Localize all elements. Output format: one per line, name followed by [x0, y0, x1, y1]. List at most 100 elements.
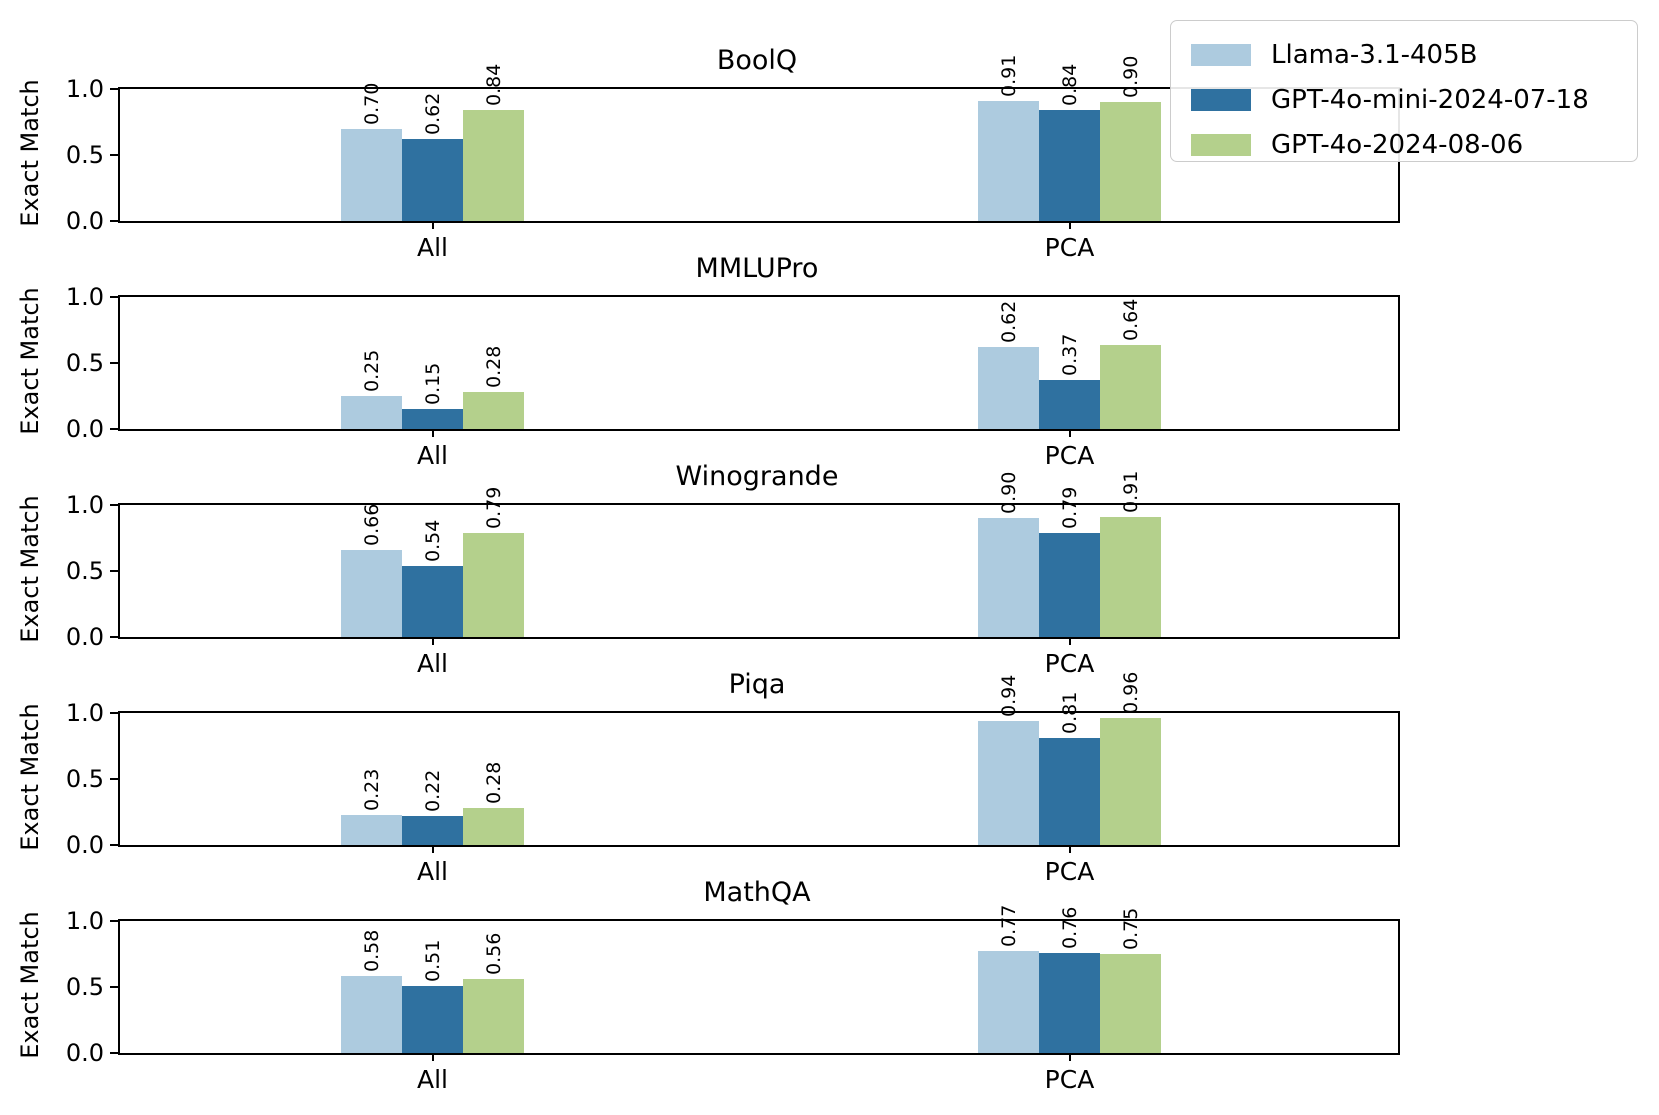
bar-value-label: 0.51 [421, 939, 444, 982]
y-tick-label: 0.5 [65, 141, 104, 169]
bar-winogrande-pca-series1 [1039, 532, 1100, 637]
bar-mmlupro-pca-series2 [1100, 344, 1161, 429]
x-tick-mark [431, 845, 434, 853]
y-tick-label: 0.0 [65, 415, 104, 443]
bar-value-label: 0.62 [997, 300, 1020, 344]
bar-piqa-pca-series1 [1039, 738, 1100, 845]
y-tick-label: 1.0 [65, 491, 104, 519]
y-tick-mark [110, 362, 118, 364]
legend-entry: GPT-4o-mini-2024-07-18 [1191, 77, 1637, 122]
x-tick-mark [431, 429, 434, 437]
x-tick-label-pca: PCA [1044, 857, 1095, 886]
y-tick-label: 0.5 [65, 973, 104, 1001]
x-tick-label-all: All [417, 233, 448, 262]
y-tick-mark [110, 920, 118, 922]
x-tick-mark [1068, 637, 1071, 645]
y-tick-label: 1.0 [65, 75, 104, 103]
legend-label: GPT-4o-mini-2024-07-18 [1271, 84, 1589, 115]
y-tick-mark [110, 88, 118, 90]
y-tick-label: 0.5 [65, 349, 104, 377]
y-tick-mark [110, 428, 118, 430]
x-tick-label-pca: PCA [1044, 441, 1095, 470]
subplot-title-piqa: Piqa [728, 669, 786, 700]
bar-value-label: 0.79 [482, 486, 505, 529]
axes-mmlupro: 0.0 0.5 1.0 All 0.25 0.15 0.28 PCA 0.62 0.37 0.64 [66, 283, 1400, 470]
x-tick-label-pca: PCA [1044, 233, 1095, 262]
bar-mathqa-pca-series1 [1039, 952, 1100, 1053]
bar-boolq-all-series1 [402, 139, 463, 221]
x-tick-mark [431, 221, 434, 229]
bar-mmlupro-pca-series1 [1039, 380, 1100, 429]
y-tick-mark [110, 636, 118, 638]
bar-winogrande-all-series2 [463, 532, 524, 637]
bar-boolq-all-series0 [341, 128, 402, 221]
bar-value-label: 0.75 [1119, 907, 1142, 950]
y-tick-mark [110, 778, 118, 780]
bar-boolq-pca-series1 [1039, 110, 1100, 221]
y-tick-label: 0.5 [65, 557, 104, 585]
bar-value-label: 0.58 [360, 930, 383, 973]
bar-value-label: 0.91 [997, 54, 1020, 97]
x-tick-mark [431, 1053, 434, 1061]
bar-value-label: 0.62 [421, 92, 444, 136]
bar-value-label: 0.81 [1058, 691, 1081, 735]
bar-value-label: 0.79 [1058, 486, 1081, 529]
legend-entry: Llama-3.1-405B [1191, 32, 1637, 77]
bar-mathqa-pca-series2 [1100, 954, 1161, 1053]
bar-value-label: 0.66 [360, 503, 383, 546]
y-tick-label: 1.0 [65, 907, 104, 935]
bar-value-label: 0.84 [482, 63, 505, 107]
x-tick-label-pca: PCA [1044, 1065, 1095, 1094]
y-tick-mark [110, 220, 118, 222]
axes-mathqa: 0.0 0.5 1.0 All 0.58 0.51 0.56 PCA 0.77 0.76 0.75 [66, 905, 1400, 1094]
bar-value-label: 0.76 [1058, 906, 1081, 949]
bar-value-label: 0.37 [1058, 333, 1081, 377]
x-tick-label-all: All [417, 857, 448, 886]
x-tick-label-all: All [417, 441, 448, 470]
bar-piqa-pca-series2 [1100, 718, 1161, 845]
subplot-title-winogrande: Winogrande [675, 461, 839, 492]
bar-value-label: 0.15 [421, 362, 444, 406]
legend-label: Llama-3.1-405B [1271, 39, 1478, 70]
legend-entry: GPT-4o-2024-08-06 [1191, 122, 1637, 167]
bar-piqa-all-series1 [402, 815, 463, 845]
y-tick-label: 1.0 [65, 283, 104, 311]
y-tick-mark [110, 570, 118, 572]
y-tick-mark [110, 712, 118, 714]
bar-value-label: 0.25 [360, 349, 383, 392]
x-tick-label-all: All [417, 649, 448, 678]
bar-piqa-all-series2 [463, 808, 524, 845]
bar-value-label: 0.28 [482, 761, 505, 805]
bar-piqa-all-series0 [341, 814, 402, 845]
bar-mathqa-all-series1 [402, 985, 463, 1053]
bar-boolq-all-series2 [463, 110, 524, 221]
legend-swatch-gpt-4o [1191, 133, 1251, 156]
bar-mmlupro-all-series2 [463, 392, 524, 429]
y-tick-label: 0.5 [65, 765, 104, 793]
y-tick-mark [110, 154, 118, 156]
y-tick-label: 1.0 [65, 699, 104, 727]
x-tick-mark [1068, 429, 1071, 437]
bar-mathqa-all-series0 [341, 976, 402, 1053]
subplot-title-mathqa: MathQA [703, 877, 811, 908]
bar-boolq-pca-series2 [1100, 102, 1161, 221]
y-tick-label: 0.0 [65, 207, 104, 235]
bar-value-label: 0.54 [421, 519, 444, 562]
y-tick-mark [110, 1052, 118, 1054]
bar-value-label: 0.90 [1119, 55, 1142, 99]
bar-piqa-pca-series0 [978, 720, 1039, 845]
y-tick-mark [110, 844, 118, 846]
legend-label: GPT-4o-2024-08-06 [1271, 129, 1524, 160]
y-tick-mark [110, 296, 118, 298]
x-tick-mark [431, 637, 434, 645]
bar-value-label: 0.23 [360, 768, 383, 811]
bar-mathqa-all-series2 [463, 979, 524, 1053]
y-tick-mark [110, 986, 118, 988]
x-tick-mark [1068, 1053, 1071, 1061]
bar-value-label: 0.94 [997, 674, 1020, 717]
legend-swatch-llama-3-1-405b [1191, 43, 1251, 66]
bar-value-label: 0.91 [1119, 470, 1142, 513]
bar-value-label: 0.64 [1119, 298, 1142, 341]
legend-swatch-gpt-4o-mini [1191, 88, 1251, 111]
bar-value-label: 0.90 [997, 471, 1020, 515]
